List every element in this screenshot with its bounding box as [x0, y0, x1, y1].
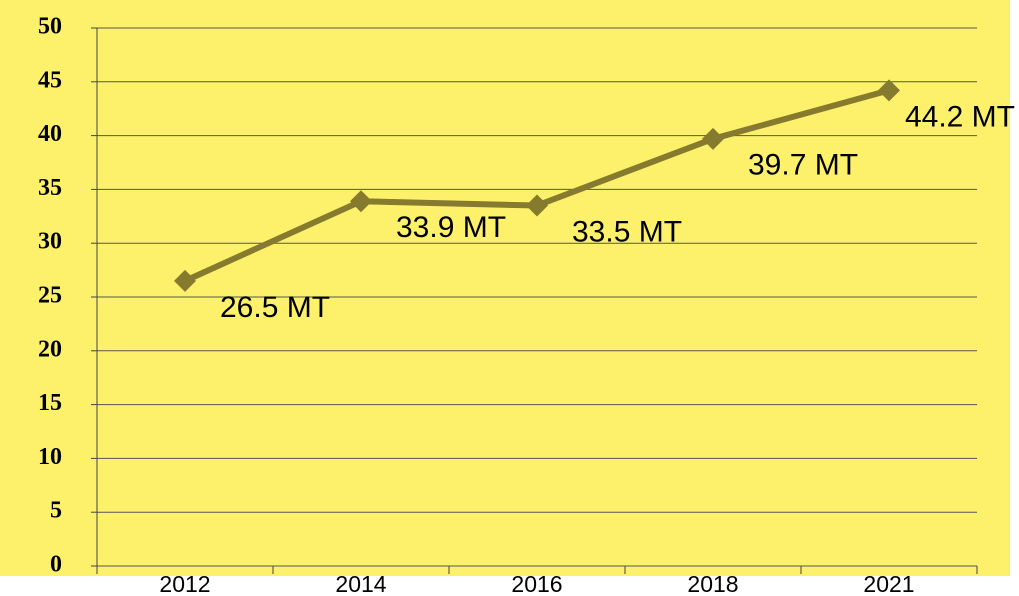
data-label: 39.7 MT	[748, 149, 858, 182]
data-label: 33.9 MT	[396, 211, 506, 244]
y-tick-label: 35	[38, 175, 62, 201]
marker	[702, 127, 724, 150]
marker	[174, 269, 196, 292]
marker	[350, 190, 372, 213]
y-tick-label: 45	[38, 67, 62, 93]
y-tick-label: 0	[50, 552, 62, 578]
plot-background	[0, 0, 1010, 576]
y-tick-label: 40	[38, 121, 62, 147]
x-tick-label: 2012	[159, 571, 210, 596]
y-tick-label: 15	[38, 390, 62, 416]
data-label: 33.5 MT	[572, 215, 682, 248]
marker	[878, 79, 900, 102]
data-label: 26.5 MT	[220, 291, 330, 324]
y-tick-label: 50	[38, 14, 62, 40]
x-tick-label: 2021	[863, 571, 914, 596]
y-tick-label: 30	[38, 229, 62, 255]
marker	[526, 194, 548, 217]
y-tick-label: 5	[50, 498, 62, 524]
y-tick-label: 10	[38, 444, 62, 470]
y-tick-label: 20	[38, 336, 62, 362]
x-tick-label: 2014	[335, 571, 386, 596]
y-tick-label: 25	[38, 283, 62, 309]
x-tick-label: 2018	[687, 571, 738, 596]
data-label: 44.2 MT	[905, 100, 1015, 133]
x-tick-label: 2016	[511, 571, 562, 596]
